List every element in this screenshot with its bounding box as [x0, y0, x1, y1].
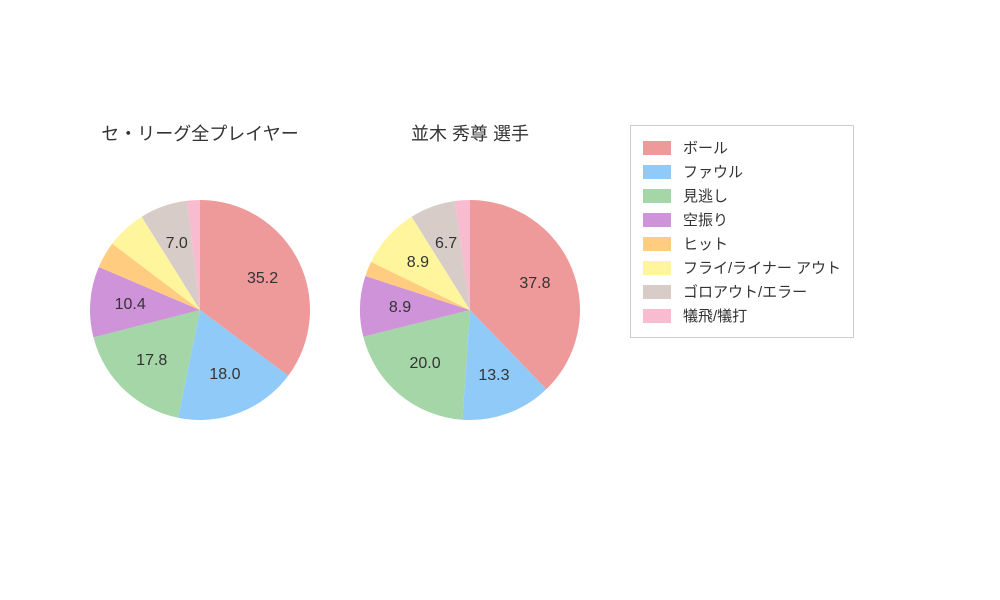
legend-label: ヒット [683, 233, 728, 254]
legend-label: 犠飛/犠打 [683, 305, 747, 326]
pie-slice-label-groundout: 6.7 [435, 235, 457, 253]
legend-swatch [643, 189, 671, 203]
legend-label: 見逃し [683, 185, 728, 206]
pie-slice-label-foul: 18.0 [209, 366, 240, 384]
chart-title-player: 並木 秀尊 選手 [340, 120, 600, 146]
pie-slice-label-swing: 8.9 [389, 299, 411, 317]
pie-slice-label-flyout: 8.9 [407, 254, 429, 272]
legend-swatch [643, 165, 671, 179]
pie-slice-label-foul: 13.3 [478, 367, 509, 385]
legend-swatch [643, 237, 671, 251]
legend-swatch [643, 213, 671, 227]
legend-item-ball: ボール [643, 137, 841, 158]
legend-item-hit: ヒット [643, 233, 841, 254]
legend-item-miss: 見逃し [643, 185, 841, 206]
pie-slice-label-miss: 17.8 [136, 352, 167, 370]
pie-slice-label-ball: 37.8 [519, 275, 550, 293]
legend-item-flyout: フライ/ライナー アウト [643, 257, 841, 278]
legend: ボールファウル見逃し空振りヒットフライ/ライナー アウトゴロアウト/エラー犠飛/… [630, 125, 854, 338]
legend-item-swing: 空振り [643, 209, 841, 230]
legend-label: ゴロアウト/エラー [683, 281, 807, 302]
legend-label: ボール [683, 137, 728, 158]
legend-swatch [643, 261, 671, 275]
pie-slice-label-ball: 35.2 [247, 270, 278, 288]
chart-container: ボールファウル見逃し空振りヒットフライ/ライナー アウトゴロアウト/エラー犠飛/… [0, 0, 1000, 600]
legend-swatch [643, 309, 671, 323]
legend-item-groundout: ゴロアウト/エラー [643, 281, 841, 302]
pie-slice-label-groundout: 7.0 [166, 235, 188, 253]
legend-label: ファウル [683, 161, 743, 182]
legend-label: 空振り [683, 209, 728, 230]
legend-label: フライ/ライナー アウト [683, 257, 841, 278]
legend-item-foul: ファウル [643, 161, 841, 182]
legend-swatch [643, 141, 671, 155]
pie-slice-label-swing: 10.4 [115, 296, 146, 314]
pie-slice-label-miss: 20.0 [409, 355, 440, 373]
legend-item-sac: 犠飛/犠打 [643, 305, 841, 326]
legend-swatch [643, 285, 671, 299]
chart-title-league: セ・リーグ全プレイヤー [70, 120, 330, 146]
